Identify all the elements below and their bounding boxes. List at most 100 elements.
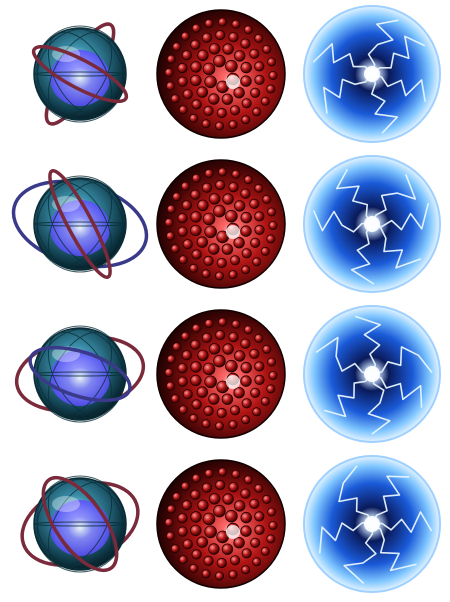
red-bubble bbox=[218, 467, 228, 477]
red-bubble bbox=[260, 246, 270, 256]
red-bubble bbox=[196, 236, 209, 248]
red-bubble bbox=[267, 507, 277, 517]
red-bubble bbox=[252, 107, 262, 117]
red-bubble bbox=[240, 375, 252, 387]
red-bubble bbox=[190, 61, 202, 73]
red-bubble bbox=[240, 38, 251, 49]
red-bubble bbox=[201, 269, 211, 279]
red-bubble bbox=[218, 317, 228, 327]
plasma-orb-graphic bbox=[303, 5, 441, 143]
red-bubble bbox=[228, 31, 239, 43]
red-bubble bbox=[240, 225, 252, 237]
red-bubble bbox=[177, 76, 188, 87]
plasma-orb-sprite bbox=[300, 452, 450, 602]
plasma-orb-sprite bbox=[300, 152, 450, 302]
red-bubble bbox=[165, 231, 175, 241]
red-bubble bbox=[197, 349, 209, 362]
red-bubble bbox=[208, 43, 221, 55]
red-bubble bbox=[228, 420, 238, 430]
red-bubble bbox=[254, 61, 265, 72]
red-bubble bbox=[213, 354, 226, 368]
red-bubble bbox=[191, 399, 202, 410]
red-bubble bbox=[230, 255, 241, 266]
red-bubble bbox=[230, 405, 241, 416]
red-bubble bbox=[180, 31, 190, 41]
red-bubble bbox=[254, 183, 264, 193]
red-bubble bbox=[233, 200, 246, 212]
red-bubble bbox=[166, 204, 176, 214]
red-bubble bbox=[204, 75, 217, 89]
red-bubble bbox=[216, 257, 227, 269]
red-bubble bbox=[231, 319, 241, 329]
red-bubble bbox=[233, 350, 246, 362]
plasma-core bbox=[364, 516, 380, 532]
red-bubble bbox=[170, 244, 180, 254]
red-cell-orb-sprite bbox=[155, 2, 305, 152]
red-bubble bbox=[213, 504, 226, 518]
red-bubble bbox=[241, 398, 252, 409]
red-bubble bbox=[225, 59, 238, 73]
red-bubble bbox=[243, 325, 253, 335]
red-bubble bbox=[260, 396, 270, 406]
red-bubble bbox=[190, 224, 202, 237]
red-bubble bbox=[250, 87, 261, 98]
red-bubble bbox=[240, 525, 252, 537]
plasma-core bbox=[364, 366, 380, 382]
red-bubble bbox=[201, 482, 213, 493]
red-bubble bbox=[268, 371, 278, 381]
red-bubble bbox=[268, 521, 278, 531]
red-bubble bbox=[240, 188, 251, 199]
red-bubble bbox=[203, 105, 214, 117]
red-bubble bbox=[190, 361, 202, 373]
red-bubble bbox=[254, 524, 265, 536]
gyro-orb-graphic bbox=[31, 22, 129, 126]
red-bubble bbox=[268, 221, 278, 231]
red-bubble bbox=[182, 539, 193, 550]
red-bubble bbox=[178, 255, 188, 265]
red-bubble bbox=[191, 99, 202, 110]
gyro-orb-sprite bbox=[5, 152, 155, 302]
lightning-bolt bbox=[371, 203, 430, 231]
red-bubble bbox=[240, 211, 252, 224]
red-bubble bbox=[201, 32, 213, 43]
red-bubble bbox=[196, 536, 209, 548]
gyro-orb-sprite bbox=[5, 452, 155, 602]
red-bubble bbox=[240, 511, 252, 524]
red-bubble bbox=[208, 193, 221, 205]
lightning-bolt bbox=[371, 523, 417, 572]
red-bubble bbox=[189, 113, 199, 123]
red-bubble bbox=[191, 473, 201, 483]
red-bubble bbox=[262, 494, 272, 504]
red-bubble bbox=[241, 248, 252, 259]
red-bubble bbox=[165, 381, 175, 391]
lightning-bolt bbox=[322, 73, 373, 114]
red-bubble bbox=[178, 105, 188, 115]
red-bubble bbox=[181, 200, 192, 211]
energy-core bbox=[50, 50, 110, 106]
red-bubble bbox=[203, 255, 214, 267]
plasma-orb-graphic bbox=[303, 305, 441, 443]
red-bubble bbox=[197, 49, 209, 62]
red-bubble bbox=[240, 61, 252, 74]
lightning-bolt bbox=[371, 223, 422, 269]
red-bubble bbox=[230, 555, 241, 566]
red-bubble bbox=[254, 374, 265, 386]
red-bubble bbox=[190, 74, 202, 87]
red-bubble bbox=[202, 212, 216, 226]
red-bubble bbox=[208, 93, 220, 105]
red-bubble bbox=[196, 386, 209, 398]
red-bubble bbox=[181, 50, 192, 61]
red-bubble bbox=[215, 329, 226, 341]
red-bubble bbox=[204, 375, 217, 389]
red-glint bbox=[226, 75, 240, 89]
red-bubble bbox=[222, 43, 234, 55]
red-bubble bbox=[189, 413, 199, 423]
red-bubble bbox=[249, 198, 260, 209]
red-bubble bbox=[262, 44, 272, 54]
red-bubble bbox=[190, 489, 201, 500]
geodesic-frame bbox=[33, 175, 127, 273]
red-bubble bbox=[197, 199, 209, 212]
glass-highlight bbox=[52, 496, 80, 512]
red-bubble bbox=[177, 62, 188, 74]
